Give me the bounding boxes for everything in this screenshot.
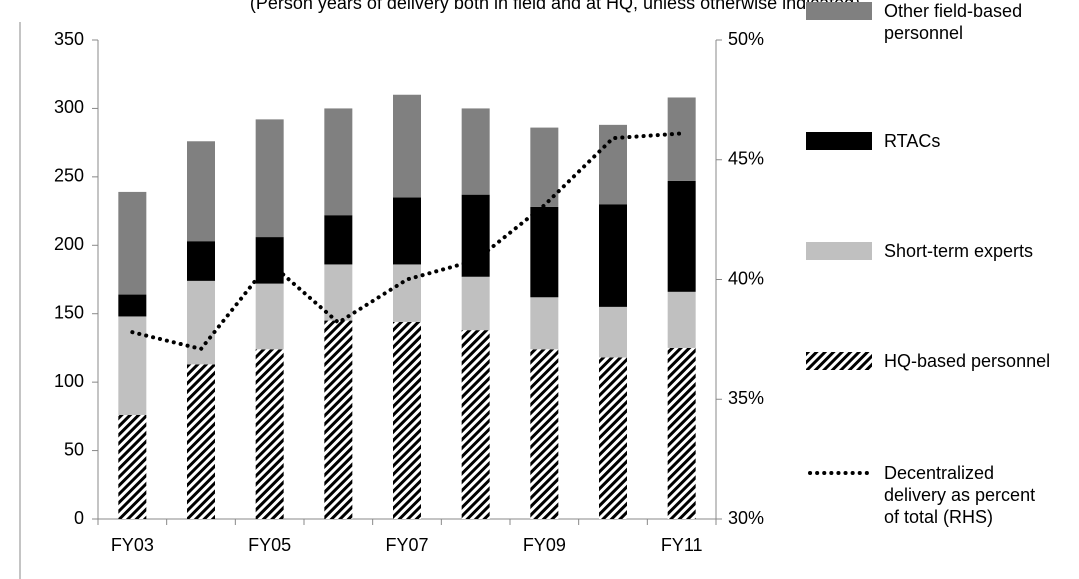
y-tick-label: 0 (74, 508, 84, 528)
bar-segment (255, 283, 284, 350)
x-tick-label: FY07 (385, 535, 428, 555)
bar-segment (530, 127, 559, 207)
bar-segment (530, 297, 559, 350)
x-tick-label: FY05 (248, 535, 291, 555)
y-tick-label: 150 (54, 302, 84, 322)
bar-segment (667, 347, 696, 519)
y-tick-label: 300 (54, 97, 84, 117)
legend-label: Decentralized delivery as percent of tot… (884, 463, 1036, 527)
bar-segment (324, 264, 353, 321)
bar-segment (324, 215, 353, 265)
legend-label: RTACs (884, 131, 941, 151)
bar-segment (393, 264, 421, 322)
y-tick-label: 350 (54, 29, 84, 49)
bar-segment (461, 276, 490, 331)
bar-segment (118, 294, 147, 317)
bar-segment (461, 330, 490, 519)
y-tick-label: 200 (54, 234, 84, 254)
bar-segment (667, 97, 696, 181)
x-tick-label: FY03 (111, 535, 154, 555)
bar-segment (187, 364, 215, 519)
y2-tick-label: 35% (728, 388, 764, 408)
bar-segment (599, 357, 627, 519)
legend-item: Decentralized delivery as percent of tot… (806, 462, 1054, 528)
y2-tick-label: 40% (728, 268, 764, 288)
bar-segment (324, 320, 353, 519)
bar-segment (393, 94, 421, 198)
bar-segment (393, 321, 421, 519)
x-tick-label: FY09 (523, 535, 566, 555)
y2-tick-label: 50% (728, 29, 764, 49)
legend-label: Short-term experts (884, 241, 1034, 261)
bar-segment (461, 194, 490, 277)
bar-segment (461, 108, 490, 195)
legend-swatch (806, 242, 872, 260)
bar-segment (324, 108, 353, 216)
bar-segment (667, 291, 696, 348)
bar-segment (667, 180, 696, 292)
legend-item: RTACs (806, 130, 1054, 152)
legend-swatch (806, 2, 872, 20)
x-tick-label: FY11 (661, 535, 703, 555)
bar-segment (255, 119, 284, 238)
legend-label: HQ-based personnel (884, 351, 1051, 371)
bar-segment (530, 349, 559, 519)
legend-item: HQ-based personnel (806, 350, 1054, 372)
bar-segment (255, 349, 284, 519)
legend-item: Other field-based personnel (806, 0, 1054, 44)
legend-swatch (806, 132, 872, 150)
y-tick-label: 100 (54, 371, 84, 391)
bar-segment (118, 414, 147, 519)
bar-segment (187, 141, 215, 242)
legend-swatch (808, 471, 870, 475)
bar-segment (530, 206, 559, 298)
chart-subtitle: (Person years of delivery both in field … (250, 0, 860, 13)
bar-segment (118, 191, 147, 295)
bar-segment (187, 241, 215, 281)
bar-segment (187, 280, 215, 365)
y2-tick-label: 45% (728, 149, 764, 169)
bar-segment (599, 204, 627, 307)
line-series (130, 131, 684, 352)
legend-swatch (806, 352, 872, 370)
bar-segment (393, 197, 421, 265)
y2-tick-label: 30% (728, 508, 764, 528)
bar-segment (599, 306, 627, 358)
legend-label: Other field-based personnel (884, 1, 1023, 43)
y-tick-label: 250 (54, 166, 84, 186)
y-tick-label: 50 (64, 439, 84, 459)
legend-item: Short-term experts (806, 240, 1054, 262)
